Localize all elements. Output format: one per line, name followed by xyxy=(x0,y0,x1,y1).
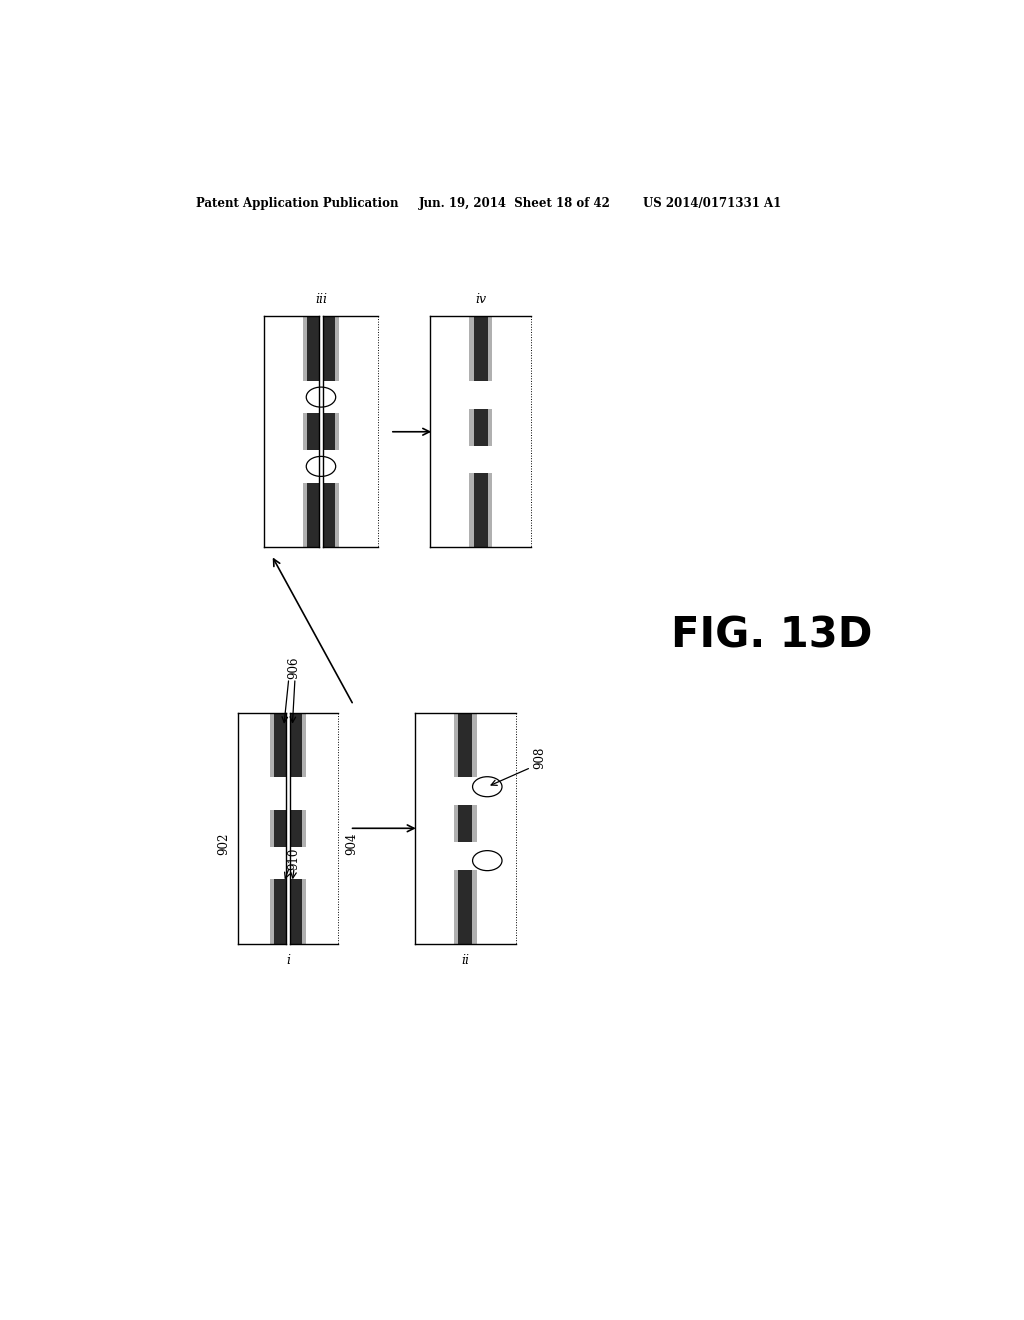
Bar xyxy=(290,713,302,944)
Text: 906: 906 xyxy=(288,657,301,680)
Text: iv: iv xyxy=(475,293,486,306)
Text: i: i xyxy=(286,954,290,968)
Bar xyxy=(238,713,286,944)
Bar xyxy=(454,842,477,870)
Text: US 2014/0171331 A1: US 2014/0171331 A1 xyxy=(643,197,781,210)
Ellipse shape xyxy=(472,850,502,871)
Bar xyxy=(469,446,493,474)
Bar xyxy=(303,381,319,413)
Bar xyxy=(469,317,474,548)
Bar xyxy=(335,317,339,548)
Bar xyxy=(323,317,378,548)
Text: Patent Application Publication: Patent Application Publication xyxy=(197,197,398,210)
Bar xyxy=(270,847,286,879)
Bar xyxy=(454,713,458,944)
Text: 910: 910 xyxy=(288,847,301,870)
Ellipse shape xyxy=(306,387,336,407)
Bar xyxy=(270,713,273,944)
Text: FIG. 13D: FIG. 13D xyxy=(671,615,872,657)
Text: 902: 902 xyxy=(218,833,230,855)
Bar xyxy=(415,713,515,944)
Bar xyxy=(307,317,319,548)
Bar xyxy=(454,777,477,805)
Bar xyxy=(303,317,307,548)
Bar xyxy=(290,713,338,944)
Bar xyxy=(430,317,531,548)
Bar xyxy=(302,713,306,944)
Text: Jun. 19, 2014  Sheet 18 of 42: Jun. 19, 2014 Sheet 18 of 42 xyxy=(419,197,610,210)
Ellipse shape xyxy=(306,457,336,477)
Text: 904: 904 xyxy=(345,833,358,855)
Bar xyxy=(474,317,487,548)
Bar xyxy=(323,317,335,548)
Bar xyxy=(290,847,306,879)
Bar xyxy=(270,777,286,809)
Text: iii: iii xyxy=(315,293,327,306)
Bar xyxy=(273,713,286,944)
Bar xyxy=(469,381,493,409)
Bar xyxy=(263,317,319,548)
Text: ii: ii xyxy=(461,954,469,968)
Bar xyxy=(303,450,319,483)
Ellipse shape xyxy=(472,776,502,797)
Bar xyxy=(487,317,493,548)
Bar xyxy=(323,381,339,413)
Bar xyxy=(290,777,306,809)
Bar xyxy=(458,713,472,944)
Text: 908: 908 xyxy=(534,746,547,768)
Bar xyxy=(323,450,339,483)
Bar xyxy=(472,713,477,944)
